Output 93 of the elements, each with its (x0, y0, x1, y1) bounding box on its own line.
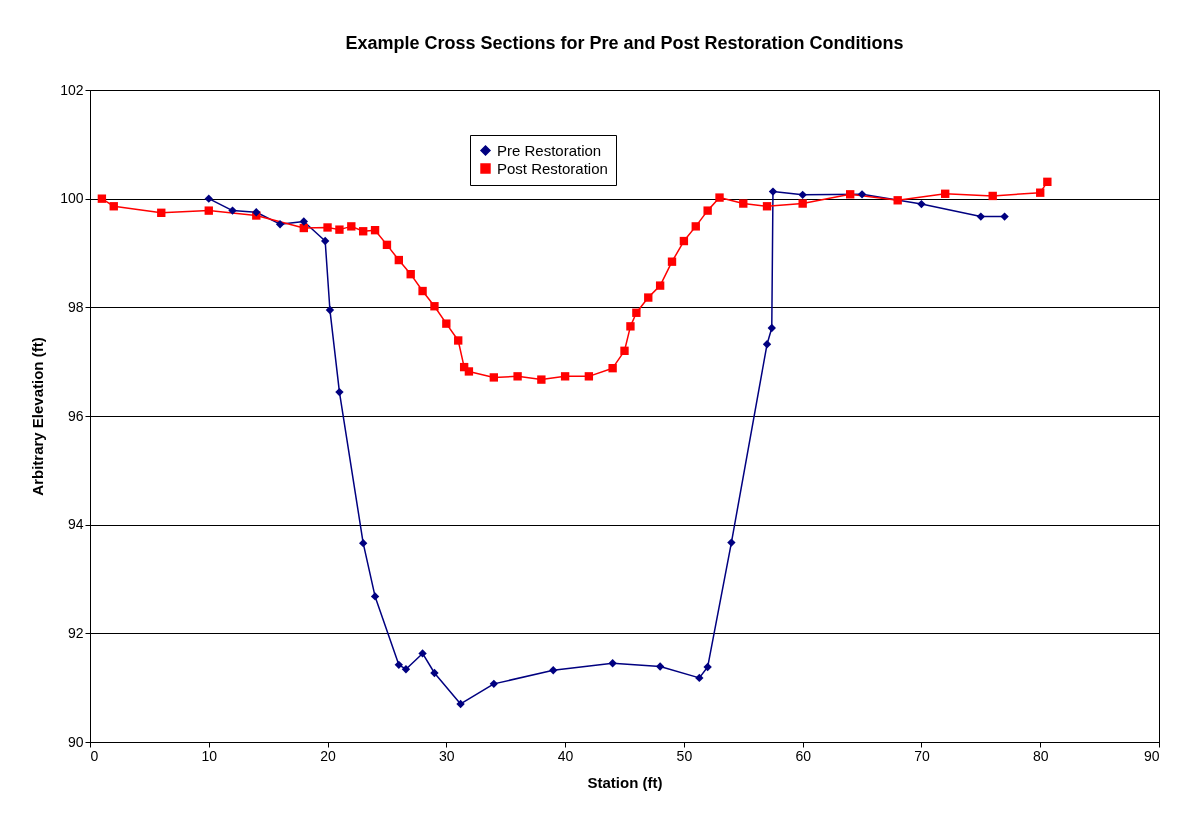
point (335, 225, 344, 234)
x-tick-label: 90 (1143, 747, 1160, 764)
point (382, 240, 392, 250)
point (655, 662, 665, 671)
point (359, 538, 368, 548)
point (549, 666, 558, 675)
x-tick-label: 0 (90, 747, 99, 764)
point (109, 202, 118, 211)
y-tick-label: 94 (67, 516, 84, 533)
point (321, 236, 330, 246)
point (632, 308, 641, 317)
point (626, 322, 635, 331)
point (715, 193, 724, 202)
point (941, 189, 950, 198)
point (560, 372, 570, 381)
point (917, 199, 926, 209)
point (584, 372, 594, 381)
point (418, 286, 427, 296)
x-tick-label: 50 (676, 747, 693, 764)
x-tick-label: 30 (439, 747, 455, 764)
legend-label: Post Restoration (497, 159, 608, 177)
point (1043, 177, 1052, 187)
point (489, 373, 499, 382)
legend-label: Pre Restoration (497, 141, 602, 159)
point (394, 660, 404, 670)
x-tick-label: 10 (201, 747, 218, 764)
point (976, 212, 986, 221)
point (537, 375, 546, 384)
point (335, 387, 344, 397)
point (489, 679, 499, 689)
point (893, 196, 902, 205)
point (97, 194, 107, 203)
point (762, 202, 772, 211)
point (1000, 212, 1009, 221)
point (798, 190, 807, 200)
point (857, 190, 867, 199)
point (608, 659, 617, 668)
point (703, 662, 712, 672)
point (204, 194, 213, 203)
x-tick-label: 40 (557, 747, 574, 764)
y-tick-label: 100 (60, 190, 84, 207)
point (430, 668, 439, 678)
point (442, 319, 451, 328)
point (370, 592, 380, 601)
point (323, 223, 332, 232)
point (608, 364, 617, 373)
point (456, 699, 465, 709)
point (347, 222, 356, 231)
point (228, 206, 237, 215)
y-tick-label: 90 (67, 733, 84, 750)
point (695, 673, 704, 683)
y-tick-label: 102 (60, 81, 84, 98)
y-tick-label: 96 (67, 407, 84, 424)
point (394, 255, 404, 265)
point (845, 190, 855, 199)
point (359, 227, 368, 236)
chart-title: Example Cross Sections for Pre and Post Restoration Conditions (345, 33, 904, 53)
point (464, 367, 474, 376)
point (401, 665, 411, 674)
point (370, 226, 380, 235)
point (768, 187, 778, 196)
point (430, 302, 439, 311)
point (739, 199, 748, 208)
point (299, 217, 308, 226)
point (767, 323, 776, 333)
point (204, 206, 213, 215)
point (703, 206, 712, 215)
x-tick-label: 20 (320, 747, 337, 764)
point (418, 649, 427, 658)
point (691, 222, 700, 231)
point (157, 208, 166, 217)
x-tick-label: 80 (1032, 747, 1049, 764)
y-tick-label: 98 (67, 298, 84, 315)
point (620, 346, 629, 355)
point (988, 191, 997, 201)
x-axis-title: Station (ft) (587, 773, 663, 791)
x-tick-label: 60 (795, 747, 812, 764)
point (513, 372, 522, 381)
x-tick-label: 70 (914, 747, 930, 764)
point (406, 270, 415, 279)
point (325, 305, 335, 315)
point (727, 538, 736, 547)
point (275, 220, 285, 229)
y-axis-title: Arbitrary Elevation (ft) (29, 337, 47, 496)
point (762, 340, 772, 349)
point (798, 199, 807, 208)
y-tick-label: 92 (67, 624, 84, 641)
point (1036, 188, 1045, 197)
point (644, 293, 653, 302)
point (655, 281, 665, 290)
point (679, 236, 689, 246)
point (667, 257, 677, 266)
point (454, 336, 463, 345)
